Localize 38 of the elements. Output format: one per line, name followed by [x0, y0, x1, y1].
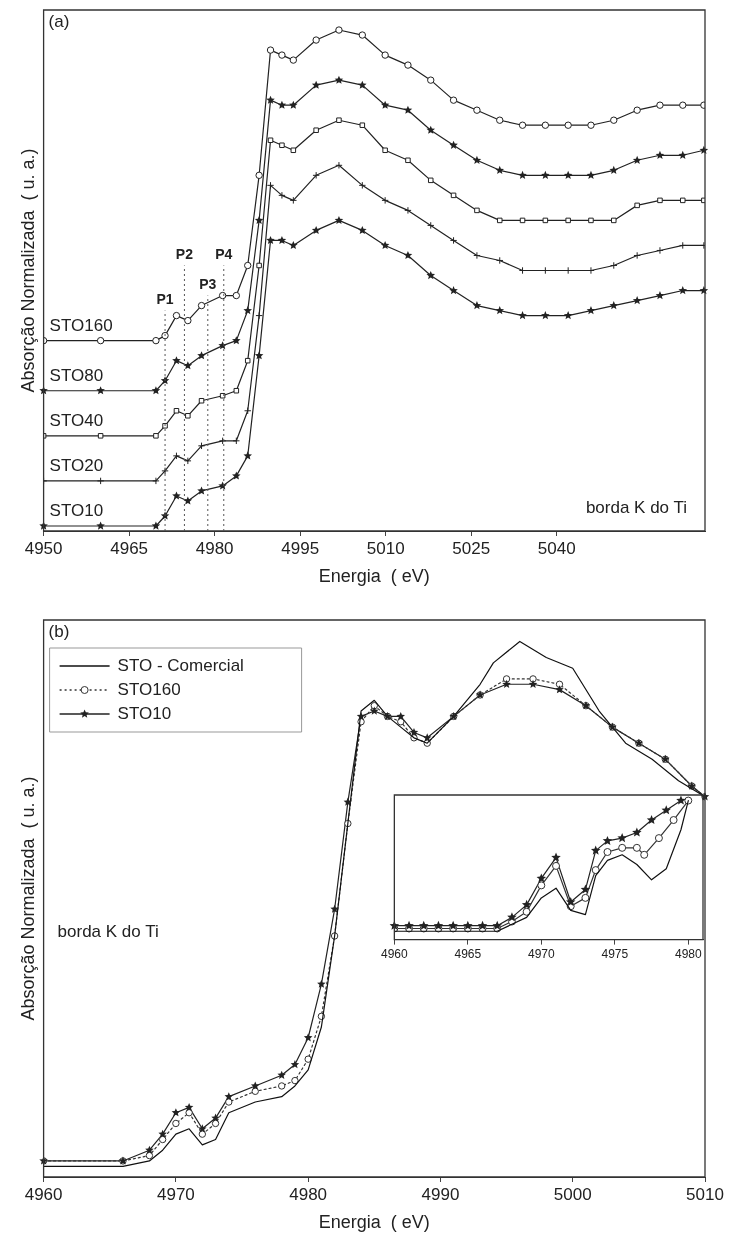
x-tick-label: 4980 [195, 538, 234, 558]
x-tick-label: 4960 [24, 1184, 63, 1204]
ref-line-label: P2 [175, 246, 194, 263]
y-axis-title: Absorção Normalizada ( u. a.) [17, 148, 38, 393]
series-label: STO20 [49, 456, 104, 476]
x-axis-title: Energia ( eV) [318, 566, 430, 587]
x-tick-label: 4975 [601, 947, 629, 962]
x-tick-label: 5040 [537, 538, 576, 558]
annotation: borda K do Ti [585, 498, 687, 518]
legend-label: STO - Comercial [117, 655, 244, 675]
x-tick-label: 4965 [454, 947, 482, 962]
series-label: STO40 [49, 411, 104, 430]
x-tick-label: 4970 [527, 947, 555, 962]
ref-line-label: P4 [215, 246, 233, 263]
legend-label: STO160 [117, 679, 181, 699]
x-tick-label: 4960 [381, 947, 409, 962]
legend-label: STO10 [117, 703, 172, 723]
x-tick-label: 4950 [24, 538, 63, 558]
series-label: STO160 [49, 315, 113, 335]
ref-line-label: P1 [156, 291, 174, 308]
x-tick-label: 5010 [366, 538, 405, 558]
ref-line-label: P3 [199, 276, 217, 293]
series-label: STO80 [49, 365, 104, 385]
x-tick-label: 5000 [553, 1184, 592, 1204]
text: (b) [48, 622, 70, 642]
x-tick-label: 4995 [281, 538, 320, 558]
annotation: (a) [48, 12, 70, 32]
x-tick-label: 5025 [452, 538, 491, 558]
annotation: borda K do Ti [57, 921, 159, 941]
x-tick-label: 4980 [289, 1184, 328, 1204]
x-tick-label: 5010 [686, 1184, 724, 1204]
x-tick-label: 4970 [156, 1184, 195, 1204]
x-tick-label: 4980 [674, 947, 702, 962]
x-tick-label: 4990 [421, 1184, 460, 1204]
y-axis-title: Absorção Normalizada ( u. a.) [17, 776, 38, 1021]
x-tick-label: 4965 [110, 538, 149, 558]
series-label: STO10 [49, 501, 104, 521]
x-axis-title: Energia ( eV) [318, 1212, 430, 1233]
